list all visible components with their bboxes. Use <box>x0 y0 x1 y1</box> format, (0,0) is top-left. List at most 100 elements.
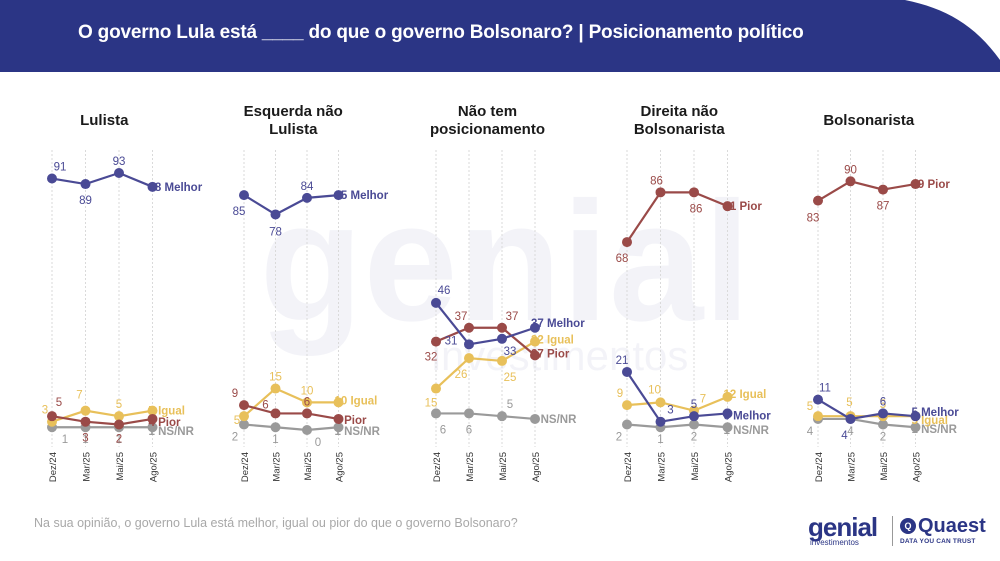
panel-title: Não tem <box>458 103 517 120</box>
end-label-igual: 7 Igual <box>149 406 185 418</box>
data-point-pior <box>813 195 823 206</box>
panel-title: Bolsonarista <box>634 121 726 138</box>
data-label-nsnr: 2 <box>691 431 697 443</box>
header-background <box>0 0 1000 72</box>
end-label-melhor: 88 Melhor <box>149 182 203 194</box>
data-label-nsnr: 6 <box>466 424 472 436</box>
data-point-melhor <box>722 408 733 419</box>
page-title: O governo Lula está ____ do que o govern… <box>78 22 804 43</box>
series-line-igual <box>435 340 536 390</box>
survey-question: Na sua opinião, o governo Lula está melh… <box>34 516 518 530</box>
data-label-pior: 2 <box>116 433 122 445</box>
data-point-igual <box>333 397 344 408</box>
data-point-pior <box>910 179 921 190</box>
panel-title: Lulista <box>269 121 318 138</box>
data-point-melhor <box>147 181 158 192</box>
data-point-nsnr <box>689 419 699 430</box>
panel-title: Lulista <box>80 112 129 129</box>
data-point-nsnr <box>722 422 733 433</box>
data-label-pior: 6 <box>304 396 310 408</box>
data-point-pior <box>689 187 699 198</box>
data-point-pior <box>622 237 632 248</box>
data-point-melhor <box>47 173 57 184</box>
data-point-pior <box>655 187 666 198</box>
data-label-igual: 3 <box>42 405 48 417</box>
end-label-igual: 32 Igual <box>531 335 574 347</box>
data-label-pior: 9 <box>232 388 238 400</box>
data-point-melhor <box>464 339 474 350</box>
data-point-nsnr <box>530 413 540 424</box>
data-point-melhor <box>270 209 281 220</box>
data-label-pior: 5 <box>56 397 62 409</box>
data-point-nsnr <box>147 422 158 433</box>
series-line-pior <box>51 415 153 426</box>
x-tick-label: Mai/25 <box>879 452 890 481</box>
end-label-melhor: 5 Melhor <box>912 407 960 419</box>
data-point-pior <box>878 184 888 195</box>
data-point-melhor <box>114 168 124 178</box>
data-point-melhor <box>431 297 441 308</box>
data-point-melhor <box>497 333 507 344</box>
x-tick-label: Mai/25 <box>115 452 126 481</box>
data-label-nsnr: 2 <box>880 431 886 443</box>
x-tick-label: Mar/25 <box>847 452 858 482</box>
data-label-pior: 87 <box>877 201 890 213</box>
data-point-pior <box>845 176 856 187</box>
data-point-pior <box>431 336 441 347</box>
data-label-igual: 7 <box>700 394 706 406</box>
genial-logo-subtext: investimentos <box>810 538 859 547</box>
data-label-igual: 5 <box>846 397 852 409</box>
data-point-pior <box>333 413 344 424</box>
series-line-melhor <box>243 194 339 216</box>
panel-title: Bolsonarista <box>823 112 915 129</box>
end-label-igual: 10 Igual <box>335 395 378 407</box>
data-label-pior: 90 <box>844 164 857 176</box>
end-label-pior: 4 Pior <box>149 417 181 429</box>
data-label-nsnr: 4 <box>807 426 814 438</box>
data-point-igual <box>80 405 91 416</box>
data-label-pior: 3 <box>82 433 88 445</box>
data-point-igual <box>147 405 158 416</box>
data-label-melhor: 91 <box>54 162 67 174</box>
data-point-igual <box>622 400 632 411</box>
data-point-melhor <box>80 179 91 190</box>
data-point-pior <box>530 350 540 361</box>
end-label-melhor: 6 Melhor <box>724 410 772 422</box>
series-line-igual <box>626 395 728 412</box>
end-label-igual: 12 Igual <box>724 389 767 401</box>
series-line-igual <box>51 409 153 423</box>
data-point-pior <box>302 408 312 419</box>
header-banner: O governo Lula está ____ do que o govern… <box>0 0 1000 72</box>
data-point-nsnr <box>333 422 344 433</box>
x-tick-label: Mai/25 <box>690 452 701 481</box>
data-point-nsnr <box>464 408 474 419</box>
data-label-melhor: 31 <box>445 335 458 347</box>
data-label-pior: 37 <box>455 311 468 323</box>
data-point-pior <box>497 322 507 333</box>
data-point-nsnr <box>910 422 921 433</box>
series-line-nsnr <box>436 412 536 421</box>
data-point-pior <box>47 411 57 422</box>
data-label-melhor: 3 <box>667 405 673 417</box>
data-point-nsnr <box>622 419 632 430</box>
genial-logo: genial investimentos <box>808 514 878 547</box>
data-label-igual: 10 <box>648 384 661 396</box>
data-label-igual: 9 <box>617 388 623 400</box>
data-point-igual <box>239 411 249 422</box>
data-label-melhor: 46 <box>438 285 451 297</box>
data-label-melhor: 11 <box>819 383 831 395</box>
data-label-pior: 37 <box>506 311 519 323</box>
x-tick-label: Mar/25 <box>657 452 668 482</box>
data-label-melhor: 6 <box>880 396 886 408</box>
x-tick-label: Mar/25 <box>465 452 476 482</box>
x-tick-label: Mar/25 <box>272 452 283 482</box>
data-point-pior <box>80 416 91 427</box>
end-label-pior: 27 Pior <box>531 348 570 360</box>
series-line-melhor <box>51 171 153 188</box>
panel-title: posicionamento <box>430 121 545 138</box>
series-line-pior <box>626 191 728 243</box>
data-point-melhor <box>910 411 921 422</box>
data-label-nsnr: 1 <box>657 434 663 446</box>
